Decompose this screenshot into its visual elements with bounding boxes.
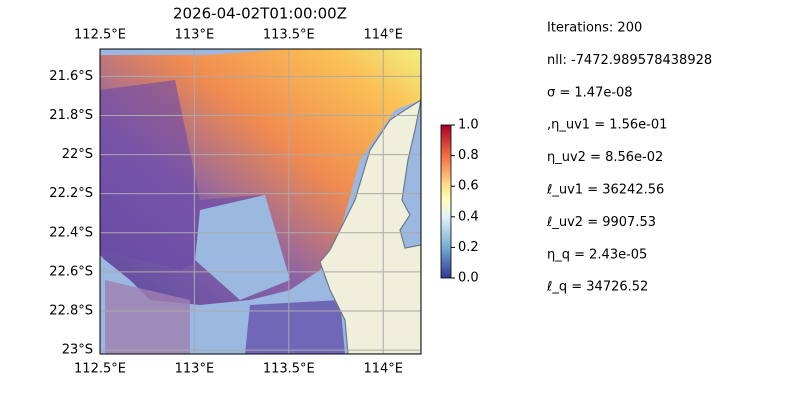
data-field-south: [105, 280, 190, 354]
info-line: ,η_uv1 = 1.56e-01: [547, 118, 667, 133]
colorbar-tick-label: 0.6: [458, 179, 479, 194]
x-tick-label-bottom: 113.5°E: [263, 362, 315, 377]
colorbar-tick-label: 1.0: [458, 118, 479, 133]
grid: [99, 49, 421, 354]
map-frame: [99, 48, 422, 355]
colorbar-tick-label: 0.4: [458, 209, 479, 224]
colorbar: [440, 124, 452, 279]
info-line: nll: -7472.989578438928: [547, 53, 712, 68]
x-tick-label-bottom: 113°E: [175, 362, 215, 377]
info-line: ℓ_q = 34726.52: [546, 280, 648, 295]
colorbar-tick-label: 0.2: [458, 240, 479, 255]
colorbar-tick-label: 0.0: [458, 271, 479, 286]
y-tick-label: 21.8°S: [49, 108, 93, 123]
map-area: [100, 49, 421, 354]
x-tick-label-bottom: 112.5°E: [74, 362, 126, 377]
y-tick-label: 22.4°S: [49, 225, 93, 240]
info-line: Iterations: 200: [547, 21, 642, 36]
info-line: η_uv2 = 8.56e-02: [547, 150, 663, 165]
y-tick-label: 22.2°S: [49, 186, 93, 201]
x-tick-label-top: 113°E: [175, 28, 215, 43]
x-tick-label-top: 113.5°E: [263, 28, 315, 43]
land: [319, 99, 421, 354]
info-line: ℓ_uv1 = 36242.56: [546, 183, 664, 198]
y-tick-label: 23°S: [62, 343, 93, 358]
colorbar-tick-label: 0.8: [458, 148, 479, 163]
x-tick-label-bottom: 114°E: [363, 362, 403, 377]
info-line: σ = 1.47e-08: [547, 85, 633, 100]
ocean-patch: [195, 195, 290, 300]
colorbar-ticks: 0.0 0.2 0.4 0.6 0.8 1.0: [451, 118, 479, 286]
x-tick-label-top: 114°E: [363, 28, 403, 43]
info-line: ℓ_uv2 = 9907.53: [546, 215, 656, 230]
data-field-southeast: [245, 300, 345, 354]
info-panel: Iterations: 200 nll: -7472.989578438928 σ …: [546, 21, 712, 295]
map-title: 2026-04-02T01:00:00Z: [173, 5, 347, 23]
y-tick-label: 22.6°S: [49, 264, 93, 279]
x-tick-label-top: 112.5°E: [74, 28, 126, 43]
y-tick-label: 22°S: [62, 147, 93, 162]
y-tick-label: 21.6°S: [49, 69, 93, 84]
info-line: η_q = 2.43e-05: [547, 247, 647, 262]
y-tick-label: 22.8°S: [49, 303, 93, 318]
